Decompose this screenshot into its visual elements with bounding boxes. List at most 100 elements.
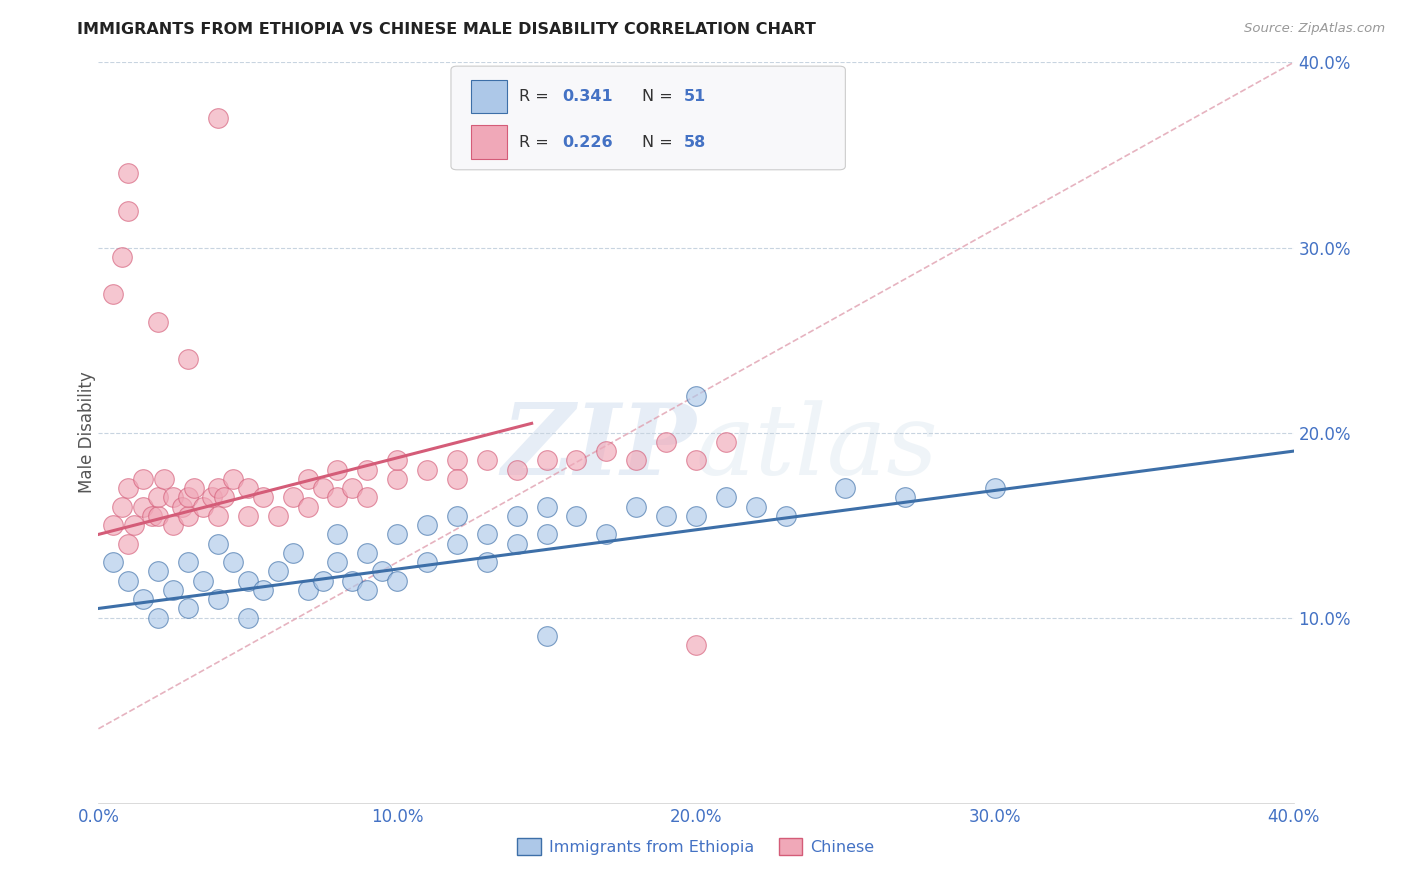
Point bbox=[356, 582, 378, 597]
Y-axis label: Male Disability: Male Disability bbox=[79, 372, 96, 493]
Text: 0.226: 0.226 bbox=[562, 135, 613, 150]
Point bbox=[297, 472, 319, 486]
Point bbox=[207, 592, 229, 607]
Point bbox=[626, 453, 648, 467]
Point bbox=[311, 574, 333, 588]
Point bbox=[536, 453, 558, 467]
Point bbox=[281, 546, 304, 560]
Point bbox=[236, 481, 259, 495]
Point bbox=[201, 491, 224, 505]
Point bbox=[148, 565, 170, 579]
Point bbox=[117, 574, 139, 588]
Point bbox=[148, 508, 170, 523]
Point bbox=[342, 574, 364, 588]
Point bbox=[162, 518, 184, 533]
Point bbox=[132, 472, 155, 486]
Point bbox=[222, 555, 245, 569]
Point bbox=[207, 508, 229, 523]
Point bbox=[894, 491, 917, 505]
Point bbox=[416, 462, 439, 476]
Point bbox=[162, 491, 184, 505]
Point bbox=[183, 481, 205, 495]
Bar bbox=[471, 80, 508, 113]
Point bbox=[236, 610, 259, 624]
Point bbox=[132, 500, 155, 514]
Point bbox=[446, 472, 468, 486]
Point bbox=[626, 500, 648, 514]
Point bbox=[191, 500, 214, 514]
Point bbox=[371, 565, 394, 579]
Point bbox=[356, 546, 378, 560]
Text: ZIP: ZIP bbox=[501, 400, 696, 496]
Point bbox=[117, 481, 139, 495]
Text: 58: 58 bbox=[685, 135, 706, 150]
Text: Source: ZipAtlas.com: Source: ZipAtlas.com bbox=[1244, 22, 1385, 36]
Point bbox=[117, 536, 139, 550]
Point bbox=[177, 601, 200, 615]
Point bbox=[148, 610, 170, 624]
Point bbox=[267, 565, 290, 579]
Point bbox=[148, 491, 170, 505]
Point bbox=[595, 527, 617, 541]
Point bbox=[595, 444, 617, 458]
Point bbox=[297, 582, 319, 597]
Point bbox=[236, 508, 259, 523]
Point bbox=[356, 491, 378, 505]
Point bbox=[177, 555, 200, 569]
Text: R =: R = bbox=[519, 135, 554, 150]
Point bbox=[326, 555, 349, 569]
Point bbox=[162, 582, 184, 597]
Point bbox=[222, 472, 245, 486]
Point bbox=[745, 500, 768, 514]
Point bbox=[132, 592, 155, 607]
Point bbox=[475, 555, 498, 569]
Point bbox=[714, 434, 737, 449]
Point bbox=[385, 527, 409, 541]
Point bbox=[475, 527, 498, 541]
Point bbox=[685, 508, 707, 523]
Point bbox=[475, 453, 498, 467]
Text: atlas: atlas bbox=[696, 400, 939, 495]
Point bbox=[685, 388, 707, 402]
Point bbox=[385, 472, 409, 486]
Point bbox=[326, 462, 349, 476]
Point bbox=[207, 111, 229, 125]
Point bbox=[267, 508, 290, 523]
Point bbox=[141, 508, 163, 523]
Point bbox=[111, 500, 134, 514]
Point bbox=[148, 314, 170, 328]
Point bbox=[103, 518, 125, 533]
Point bbox=[153, 472, 176, 486]
Point bbox=[177, 491, 200, 505]
Point bbox=[385, 453, 409, 467]
Point bbox=[834, 481, 856, 495]
Point bbox=[416, 518, 439, 533]
Text: 51: 51 bbox=[685, 89, 706, 104]
Point bbox=[252, 582, 274, 597]
Bar bbox=[471, 126, 508, 159]
Point bbox=[506, 536, 529, 550]
Point bbox=[326, 527, 349, 541]
Point bbox=[103, 555, 125, 569]
Point bbox=[103, 286, 125, 301]
Point bbox=[655, 434, 678, 449]
Point bbox=[111, 250, 134, 264]
Point bbox=[536, 629, 558, 643]
Point bbox=[506, 508, 529, 523]
Point bbox=[342, 481, 364, 495]
Point bbox=[775, 508, 797, 523]
Text: N =: N = bbox=[643, 135, 678, 150]
Point bbox=[207, 481, 229, 495]
Point bbox=[416, 555, 439, 569]
Point bbox=[984, 481, 1007, 495]
Point bbox=[326, 491, 349, 505]
Point bbox=[177, 508, 200, 523]
Text: R =: R = bbox=[519, 89, 554, 104]
Point bbox=[311, 481, 333, 495]
Point bbox=[236, 574, 259, 588]
Point bbox=[356, 462, 378, 476]
Point bbox=[446, 453, 468, 467]
Point bbox=[117, 203, 139, 218]
Point bbox=[252, 491, 274, 505]
Text: IMMIGRANTS FROM ETHIOPIA VS CHINESE MALE DISABILITY CORRELATION CHART: IMMIGRANTS FROM ETHIOPIA VS CHINESE MALE… bbox=[77, 22, 817, 37]
